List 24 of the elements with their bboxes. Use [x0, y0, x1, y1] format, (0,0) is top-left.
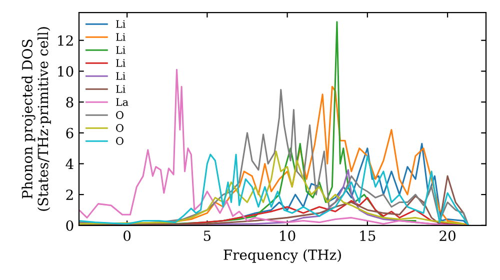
legend-label: O — [116, 124, 124, 132]
y-tick-label: 2 — [66, 190, 73, 200]
y-tick-label: 8 — [66, 97, 74, 108]
legend-label: Li — [116, 20, 126, 28]
x-tick-label: 15 — [360, 230, 376, 242]
legend-label: Li — [116, 33, 126, 41]
x-tick-label: 0 — [124, 230, 131, 242]
y-tick-label: 0 — [66, 220, 74, 231]
legend-label: Li — [116, 59, 126, 67]
y-tick-label: 10 — [58, 66, 74, 77]
y-axis-title: Phonon projected DOS (States/THz·primitive cell) — [22, 27, 51, 211]
x-axis-title: Frequency (THz) — [224, 249, 341, 263]
y-tick-label: 12 — [58, 35, 73, 46]
x-tick-label: 20 — [440, 230, 456, 242]
x-tick-label: 5 — [204, 230, 211, 242]
legend-label: Li — [116, 72, 126, 80]
legend-label: Li — [116, 85, 126, 93]
legend-label: Li — [116, 46, 126, 54]
x-tick-label: 10 — [280, 230, 296, 242]
y-tick-label: 4 — [66, 158, 74, 169]
legend-label: La — [116, 98, 128, 106]
y-tick-label: 6 — [66, 128, 74, 138]
legend-label: O — [116, 111, 124, 119]
legend-label: O — [116, 137, 124, 145]
